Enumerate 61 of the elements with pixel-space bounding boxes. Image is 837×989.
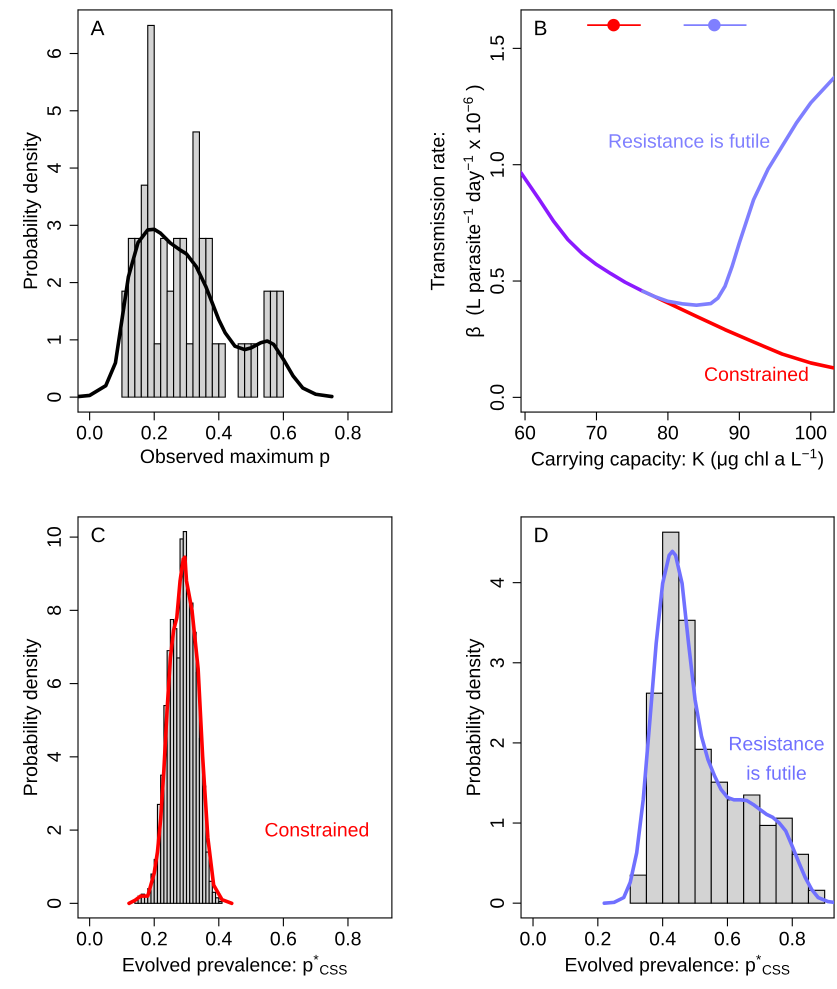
y-tick-label: 0.5 <box>490 268 504 294</box>
y-tick-label: 0 <box>490 898 504 908</box>
y-axis-title: Probability density <box>466 638 484 795</box>
x-tick-label: 0.8 <box>335 932 361 946</box>
x-tick-label: 0.6 <box>714 932 740 946</box>
y-tick-label: 3 <box>47 220 61 230</box>
y-tick-label: 1 <box>47 335 61 344</box>
x-tick-label: 0.4 <box>206 426 232 440</box>
y-tick-label: 6 <box>47 48 61 58</box>
x-tick-label: 0.4 <box>650 932 676 946</box>
x-tick-label: 100 <box>796 426 826 440</box>
x-tick-label: 0.2 <box>141 426 167 440</box>
y-tick-label: 0 <box>47 392 61 402</box>
y-tick-label: 1.5 <box>490 36 504 60</box>
x-tick-label: 0.2 <box>585 932 610 946</box>
x-tick-label: 0.8 <box>335 426 361 440</box>
y-tick-label: 1 <box>490 818 504 827</box>
x-tick-label: 70 <box>586 426 607 440</box>
x-axis-title: Evolved prevalence: p$^{*}$$_{CSS}$ <box>123 954 347 976</box>
x-axis-title: Observed maximum p <box>140 448 330 468</box>
x-tick-label: 0.0 <box>76 426 102 440</box>
y-tick-label: 10 <box>47 527 61 546</box>
y-tick-label: 3 <box>490 658 504 668</box>
x-tick-label: 90 <box>729 426 750 440</box>
x-tick-label: 0.8 <box>780 932 805 946</box>
y-tick-label: 0.0 <box>490 384 504 410</box>
x-axis-title: Carrying capacity: K (μg chl a L$^{−1}$) <box>532 448 823 470</box>
x-axis-title: Evolved prevalence: p$^{*}$$_{CSS}$ <box>566 954 790 976</box>
x-tick-label: 60 <box>515 426 536 440</box>
y-tick-label: 5 <box>47 106 61 116</box>
y-tick-label: 6 <box>47 679 61 688</box>
line-series <box>127 555 234 906</box>
chart-title: B <box>535 20 546 36</box>
x-tick-label: 80 <box>658 426 678 440</box>
y-axis-title: Transmission rate: β (L parasite$^{−1}$ day$^{−1}$ x 10$^{−6}$ ) <box>430 86 484 336</box>
x-tick-label: 0.0 <box>520 932 546 946</box>
series-label: Resistance is futile <box>730 736 824 780</box>
y-tick-label: 0 <box>47 898 61 908</box>
y-tick-label: 2 <box>47 826 61 835</box>
y-axis-title: Probability density <box>23 132 42 288</box>
y-tick-label: 2 <box>47 278 61 288</box>
chart-title: C <box>92 528 105 542</box>
series-label: Constrained <box>705 366 808 382</box>
series-label: Resistance is futile <box>610 134 770 148</box>
x-tick-label: 0.0 <box>76 932 102 946</box>
x-tick-label: 0.6 <box>270 426 296 440</box>
y-tick-label: 2 <box>490 738 504 748</box>
y-tick-label: 4 <box>490 578 504 588</box>
y-tick-label: 1.0 <box>490 152 504 177</box>
x-tick-label: 0.6 <box>270 932 296 946</box>
x-tick-label: 0.2 <box>141 932 167 946</box>
x-tick-label: 0.4 <box>206 932 232 946</box>
y-tick-label: 4 <box>47 752 61 762</box>
line-series <box>602 550 834 905</box>
line-series <box>521 171 645 294</box>
chart-title: D <box>535 528 548 542</box>
chart-title: A <box>90 20 104 36</box>
y-axis-title: Probability density <box>23 638 42 795</box>
text: Constrained <box>265 822 368 837</box>
y-tick-label: 8 <box>47 606 61 615</box>
y-tick-label: 4 <box>47 163 61 174</box>
